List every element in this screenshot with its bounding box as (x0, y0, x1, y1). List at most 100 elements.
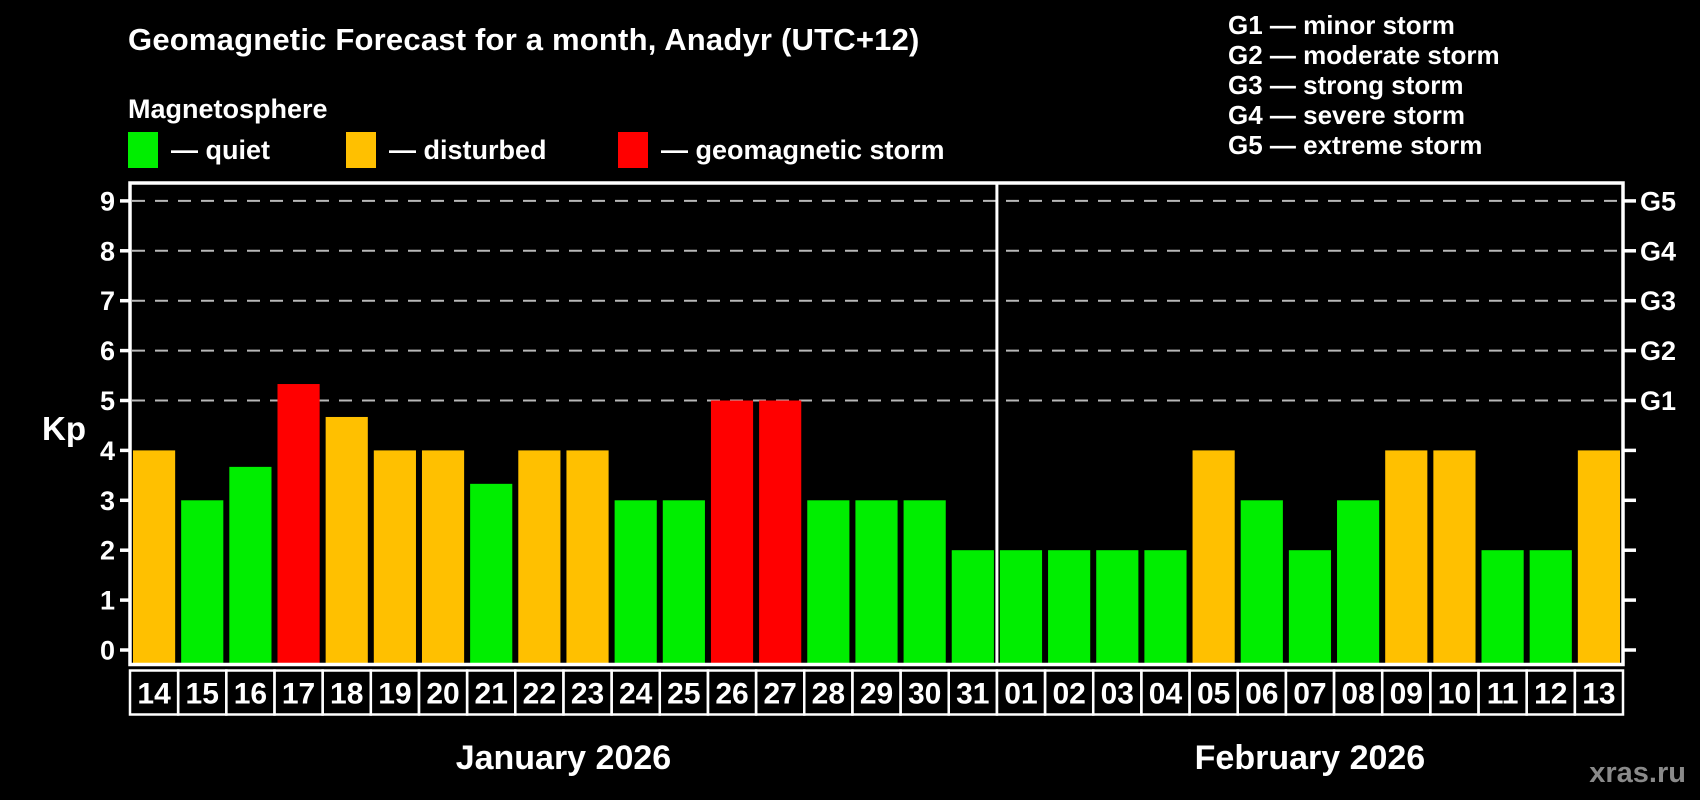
y-tick-label-3: 3 (100, 486, 115, 516)
y-tick-label-6: 6 (100, 336, 115, 366)
y-tick-label-5: 5 (100, 386, 115, 416)
day-label: 01 (1004, 678, 1037, 711)
g-axis-label-G5: G5 (1640, 186, 1676, 216)
kp-bar-day-27 (759, 400, 802, 665)
day-label: 06 (1245, 678, 1278, 711)
g2-legend-line: G2 — moderate storm (1228, 40, 1500, 70)
quiet-color-swatch (128, 132, 158, 168)
kp-bar-day-10 (1433, 450, 1476, 665)
day-label: 19 (378, 678, 411, 711)
day-label: 20 (426, 678, 459, 711)
day-label: 13 (1582, 678, 1615, 711)
g-axis-label-G2: G2 (1640, 336, 1676, 366)
kp-bar-day-05 (1192, 450, 1235, 665)
storm-color-swatch (618, 132, 648, 168)
page-title: Geomagnetic Forecast for a month, Anadyr… (128, 22, 920, 57)
kp-bar-day-20 (421, 450, 465, 665)
g-axis-label-G3: G3 (1640, 286, 1676, 316)
kp-bar-day-06 (1240, 500, 1283, 665)
kp-bar-day-21 (470, 483, 513, 665)
kp-bar-day-04 (1144, 550, 1187, 665)
kp-bar-day-30 (903, 500, 946, 665)
kp-bar-day-14 (133, 450, 176, 665)
y-tick-label-8: 8 (100, 236, 115, 266)
day-label: 24 (619, 678, 653, 711)
kp-bar-day-25 (662, 500, 705, 665)
day-label: 04 (1149, 678, 1183, 711)
day-label: 26 (715, 678, 748, 711)
day-label: 12 (1534, 678, 1567, 711)
kp-bar-day-17 (277, 384, 320, 665)
day-label: 09 (1390, 678, 1423, 711)
kp-bar-day-09 (1385, 450, 1428, 665)
kp-bar-day-11 (1481, 550, 1524, 665)
day-label: 30 (908, 678, 941, 711)
kp-bar-day-16 (229, 466, 272, 665)
y-axis-label: Kp (42, 410, 86, 447)
g-scale-legend: G1 — minor storm G2 — moderate storm G3 … (1228, 10, 1500, 160)
disturbed-color-swatch (346, 132, 376, 168)
legend-label-disturbed: — disturbed (389, 134, 547, 165)
g-axis-label-G4: G4 (1640, 236, 1676, 266)
kp-bar-day-03 (1096, 550, 1139, 665)
kp-bar-day-12 (1529, 550, 1572, 665)
kp-bar-day-19 (373, 450, 416, 665)
legend-label-storm: — geomagnetic storm (661, 134, 945, 165)
legend-item-disturbed: — disturbed (346, 132, 547, 168)
kp-bar-day-28 (807, 500, 850, 665)
kp-bar-day-07 (1288, 550, 1332, 665)
month-label: February 2026 (1195, 739, 1426, 777)
day-label: 14 (137, 678, 171, 711)
plot-border (128, 181, 1625, 667)
kp-bar-day-15 (181, 500, 224, 665)
day-label: 05 (1197, 678, 1230, 711)
day-label: 02 (1052, 678, 1085, 711)
g4-legend-line: G4 — severe storm (1228, 100, 1466, 130)
kp-bar-day-01 (999, 550, 1043, 665)
day-label: 18 (330, 678, 363, 711)
y-tick-label-9: 9 (100, 186, 115, 216)
kp-bar-day-29 (855, 500, 898, 665)
day-label: 31 (956, 678, 989, 711)
g5-legend-line: G5 — extreme storm (1228, 130, 1483, 160)
g3-legend-line: G3 — strong storm (1228, 70, 1464, 100)
kp-bar-day-13 (1577, 450, 1620, 665)
day-label: 28 (812, 678, 845, 711)
g-axis-label-G1: G1 (1640, 386, 1676, 416)
month-label: January 2026 (456, 739, 672, 777)
day-label: 27 (763, 678, 796, 711)
day-label: 11 (1487, 678, 1519, 711)
kp-bar-day-08 (1337, 500, 1380, 665)
kp-bar-day-24 (614, 500, 657, 665)
y-tick-label-1: 1 (100, 586, 115, 616)
day-label: 10 (1438, 678, 1471, 711)
day-cell (1573, 669, 1625, 716)
kp-bar-day-31 (951, 550, 994, 665)
kp-bar-day-26 (710, 400, 754, 665)
day-label: 07 (1293, 678, 1326, 711)
day-label: 03 (1101, 678, 1134, 711)
legend-label-quiet: — quiet (171, 134, 270, 165)
day-label: 25 (667, 678, 700, 711)
watermark: xras.ru (1589, 757, 1686, 789)
day-label: 29 (860, 678, 893, 711)
kp-bar-day-18 (325, 416, 368, 665)
kp-bar-day-23 (566, 450, 609, 665)
day-label: 23 (571, 678, 604, 711)
legend-item-storm: — geomagnetic storm (618, 132, 945, 168)
y-tick-label-4: 4 (100, 436, 115, 466)
day-label: 17 (282, 678, 315, 711)
day-label: 08 (1341, 678, 1374, 711)
g1-legend-line: G1 — minor storm (1228, 10, 1455, 40)
y-tick-label-7: 7 (100, 286, 115, 316)
y-tick-label-0: 0 (100, 636, 115, 666)
day-label: 16 (234, 678, 267, 711)
day-label: 21 (475, 678, 508, 711)
day-label: 22 (523, 678, 556, 711)
day-label: 15 (186, 678, 219, 711)
y-tick-label-2: 2 (100, 536, 115, 566)
kp-bar-day-02 (1048, 550, 1091, 665)
kp-bar-day-22 (518, 450, 561, 665)
